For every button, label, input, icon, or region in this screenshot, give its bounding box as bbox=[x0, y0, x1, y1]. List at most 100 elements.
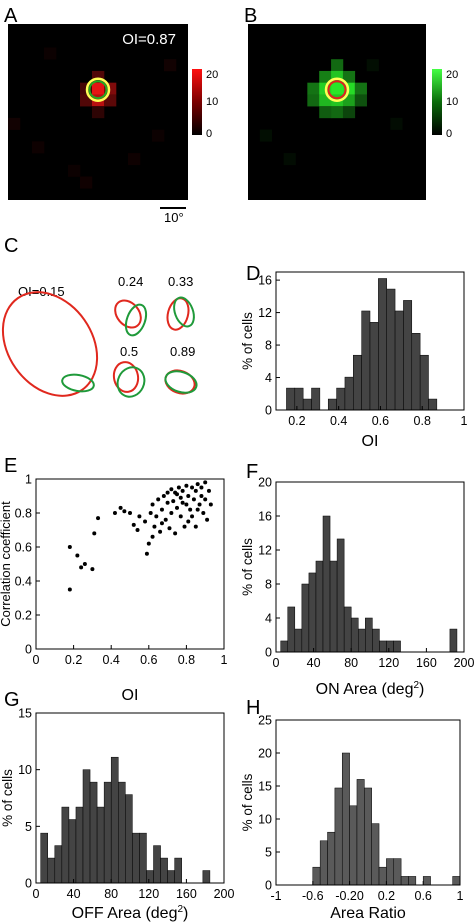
scatter-point bbox=[193, 488, 198, 493]
histogram-bar bbox=[386, 858, 395, 886]
scatter-point bbox=[67, 587, 72, 592]
histogram-bar bbox=[369, 322, 379, 411]
histogram-bar bbox=[322, 515, 331, 653]
panel-letter-f: F bbox=[246, 461, 258, 483]
scatter-point bbox=[82, 562, 87, 566]
colorbar-on bbox=[192, 69, 202, 135]
scale-bar-label: 10° bbox=[164, 210, 184, 225]
y-tick-label: 25 bbox=[258, 714, 272, 728]
histogram-bar bbox=[75, 806, 84, 884]
y-tick-label: 15 bbox=[18, 707, 32, 721]
colorbar-off-tick-20: 20 bbox=[446, 69, 458, 81]
scatter-point bbox=[150, 502, 155, 507]
y-axis-label: % of cells bbox=[240, 538, 255, 596]
scatter-point bbox=[182, 524, 187, 529]
scatter-point bbox=[159, 507, 164, 512]
scatter-point bbox=[118, 505, 123, 510]
x-tick-label: 0.6 bbox=[140, 653, 157, 667]
x-tick-label: 0.4 bbox=[330, 414, 347, 428]
x-tick-label: 0.4 bbox=[103, 653, 120, 667]
x-tick-label: 0.8 bbox=[414, 414, 431, 428]
scatter-point bbox=[146, 541, 151, 546]
y-tick-label: 4 bbox=[265, 612, 272, 626]
scatter-point bbox=[161, 494, 166, 498]
histogram-bar bbox=[452, 876, 461, 886]
histogram-bar bbox=[287, 606, 296, 653]
x-tick-label: 0.2 bbox=[288, 414, 305, 428]
heatmap-cell bbox=[354, 82, 367, 95]
plot-frame bbox=[275, 719, 461, 886]
y-tick-label: 0 bbox=[25, 877, 32, 891]
histogram-bar bbox=[202, 870, 211, 884]
histogram-bar bbox=[408, 876, 417, 886]
heatmap-cell bbox=[32, 141, 45, 154]
colorbar-on-tick-20: 20 bbox=[206, 69, 218, 81]
scatter-point bbox=[137, 514, 142, 519]
histogram-bar bbox=[82, 769, 91, 884]
y-tick-label: 12 bbox=[258, 544, 272, 558]
chart-e: E 0 0.2 0.4 0.6 0.8 1 0 0.2 0.4 0.6 0.8 1 OI Correlati… bbox=[0, 455, 228, 704]
scatter-point bbox=[167, 526, 172, 531]
histogram-bar bbox=[61, 806, 70, 884]
x-tick-label: 0 bbox=[33, 653, 40, 667]
plot-frame bbox=[35, 478, 225, 650]
ellipse-off-1 bbox=[61, 373, 95, 393]
y-tick-label: 5 bbox=[25, 820, 32, 834]
panel-c: C OI=0.15 0.24 0.33 0.5 0.89 bbox=[1, 235, 198, 398]
scatter-point bbox=[152, 524, 157, 529]
histogram-bar bbox=[411, 333, 421, 411]
scatter-point bbox=[79, 565, 84, 570]
heatmap-cell bbox=[366, 59, 379, 72]
x-tick-label: 1 bbox=[457, 889, 464, 903]
scatter-point bbox=[208, 502, 213, 507]
scatter-point bbox=[178, 495, 183, 500]
x-tick-label: 40 bbox=[67, 887, 81, 901]
y-tick-label: 0.8 bbox=[15, 507, 32, 521]
histogram-bar bbox=[327, 398, 337, 411]
x-tick-label: 200 bbox=[454, 656, 474, 670]
x-tick-label: 0 bbox=[273, 656, 280, 670]
rf-contour-inner bbox=[88, 80, 108, 100]
scatter-point bbox=[184, 502, 189, 507]
scatter-point bbox=[165, 500, 170, 505]
histogram-bar bbox=[344, 376, 354, 411]
x-tick-label: 40 bbox=[307, 656, 321, 670]
chart-g: G 0 40 80 120 160 200 0 5 10 15 OFF Area (deg2) % of… bbox=[0, 689, 234, 922]
histogram-bar bbox=[361, 310, 371, 411]
heatmap-cell bbox=[307, 94, 320, 107]
rf-contour-inner bbox=[327, 80, 347, 100]
x-tick-label: 0.8 bbox=[178, 653, 195, 667]
y-tick-label: 0 bbox=[265, 404, 272, 418]
histogram-bar bbox=[118, 781, 126, 884]
x-tick-label: 120 bbox=[378, 656, 399, 670]
x-axis-label: OI bbox=[122, 687, 139, 704]
heatmap-cell bbox=[68, 164, 81, 177]
scatter-point bbox=[96, 516, 101, 521]
heatmap-cell bbox=[331, 106, 344, 119]
panel-a: A OI=0.87 20 10 0 10° bbox=[4, 5, 218, 225]
histogram-bar bbox=[372, 628, 380, 653]
y-tick-label: 0.6 bbox=[15, 541, 32, 555]
x-tick-label: 80 bbox=[344, 656, 358, 670]
x-tick-label: 120 bbox=[138, 887, 159, 901]
heatmap-cell bbox=[128, 153, 141, 166]
y-tick-label: 1 bbox=[25, 473, 32, 487]
histogram-bar bbox=[403, 300, 413, 411]
scatter-point bbox=[112, 511, 117, 515]
scatter-point bbox=[180, 488, 185, 493]
ellipse-on-1 bbox=[1, 291, 99, 397]
oi-label: OI=0.87 bbox=[122, 31, 176, 48]
heatmap-cell bbox=[283, 153, 296, 166]
histogram-bar bbox=[319, 840, 328, 886]
histogram-bar bbox=[356, 779, 365, 886]
scatter-point bbox=[176, 485, 181, 490]
histogram-bar bbox=[47, 857, 56, 884]
histogram-bar bbox=[132, 832, 140, 884]
heatmap-cell bbox=[152, 129, 165, 142]
histogram-bar bbox=[103, 781, 112, 884]
y-tick-label: 0 bbox=[25, 643, 32, 657]
y-tick-label: 12 bbox=[258, 306, 272, 320]
histogram-bar bbox=[89, 781, 98, 884]
